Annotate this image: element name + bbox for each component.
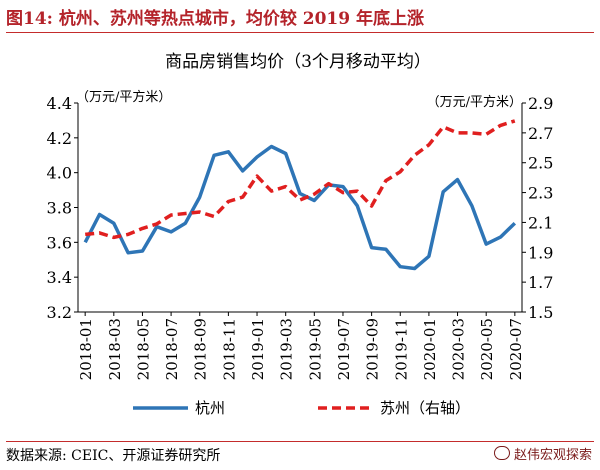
right-tick-label: 1.7 (528, 273, 553, 292)
x-tick-label: 2020-05 (478, 318, 496, 380)
header-divider (6, 32, 594, 33)
line-chart: 商品房销售均价（3个月移动平均） （万元/平方米） （万元/平方米） 3.23.… (47, 52, 554, 417)
legend-label-suzhou: 苏州（右轴） (380, 399, 470, 417)
right-tick-label: 1.5 (528, 303, 553, 322)
x-tick-label: 2018-05 (134, 318, 152, 380)
right-tick-label: 2.3 (528, 184, 553, 203)
x-tick-label: 2018-03 (106, 318, 124, 380)
series-lines (83, 119, 517, 271)
x-tick-label: 2018-01 (77, 318, 95, 380)
x-tick-label: 2019-03 (278, 318, 296, 380)
x-tick-label: 2019-05 (306, 318, 324, 380)
right-tick-label: 2.1 (528, 213, 553, 232)
chat-bubble-icon (493, 446, 510, 460)
x-tick-label: 2019-01 (249, 318, 267, 380)
right-axis-unit: （万元/平方米） (427, 94, 522, 110)
left-tick-label: 3.2 (47, 303, 72, 322)
right-tick-label: 1.9 (528, 243, 553, 262)
left-tick-label: 4.0 (47, 164, 72, 183)
left-axis-unit: （万元/平方米） (76, 89, 171, 105)
x-tick-label: 2019-07 (335, 318, 353, 380)
chart-title: 商品房销售均价（3个月移动平均） (165, 52, 431, 72)
left-tick-label: 3.4 (47, 268, 72, 287)
hangzhou-series-line (83, 144, 517, 271)
right-tick-label: 2.9 (528, 94, 553, 113)
figure-title: 图14: 杭州、苏州等热点城市，均价较 2019 年底上涨 (6, 9, 425, 29)
x-tick-label: 2018-09 (192, 318, 210, 380)
axes: 3.2 3.4 3.6 3.8 4.0 4.2 4.4 1.5 1.7 1.9 2.1 2.3 2.5 2… (47, 94, 554, 380)
x-tick-label: 2020-01 (421, 318, 439, 380)
x-tick-label: 2019-09 (364, 318, 382, 380)
x-tick-label: 2020-07 (507, 318, 525, 380)
left-tick-label: 4.4 (47, 94, 72, 113)
watermark: 赵伟宏观探索 (493, 444, 592, 463)
footer-divider (6, 441, 594, 442)
x-tick-label: 2019-11 (392, 318, 410, 380)
x-tick-label: 2018-07 (163, 318, 181, 380)
legend: 杭州 苏州（右轴） (133, 399, 470, 417)
source-note: 数据来源: CEIC、开源证券研究所 (6, 448, 221, 464)
right-tick-label: 2.5 (528, 154, 553, 173)
legend-label-hangzhou: 杭州 (195, 399, 225, 417)
left-tick-label: 4.2 (47, 129, 72, 148)
left-tick-label: 3.8 (47, 199, 72, 218)
watermark-text: 赵伟宏观探索 (513, 448, 592, 463)
left-tick-label: 3.6 (47, 233, 72, 252)
suzhou-series-line (85, 119, 516, 240)
right-tick-label: 2.7 (528, 124, 553, 143)
x-tick-label: 2018-11 (220, 318, 238, 380)
x-tick-label: 2020-03 (450, 318, 468, 380)
